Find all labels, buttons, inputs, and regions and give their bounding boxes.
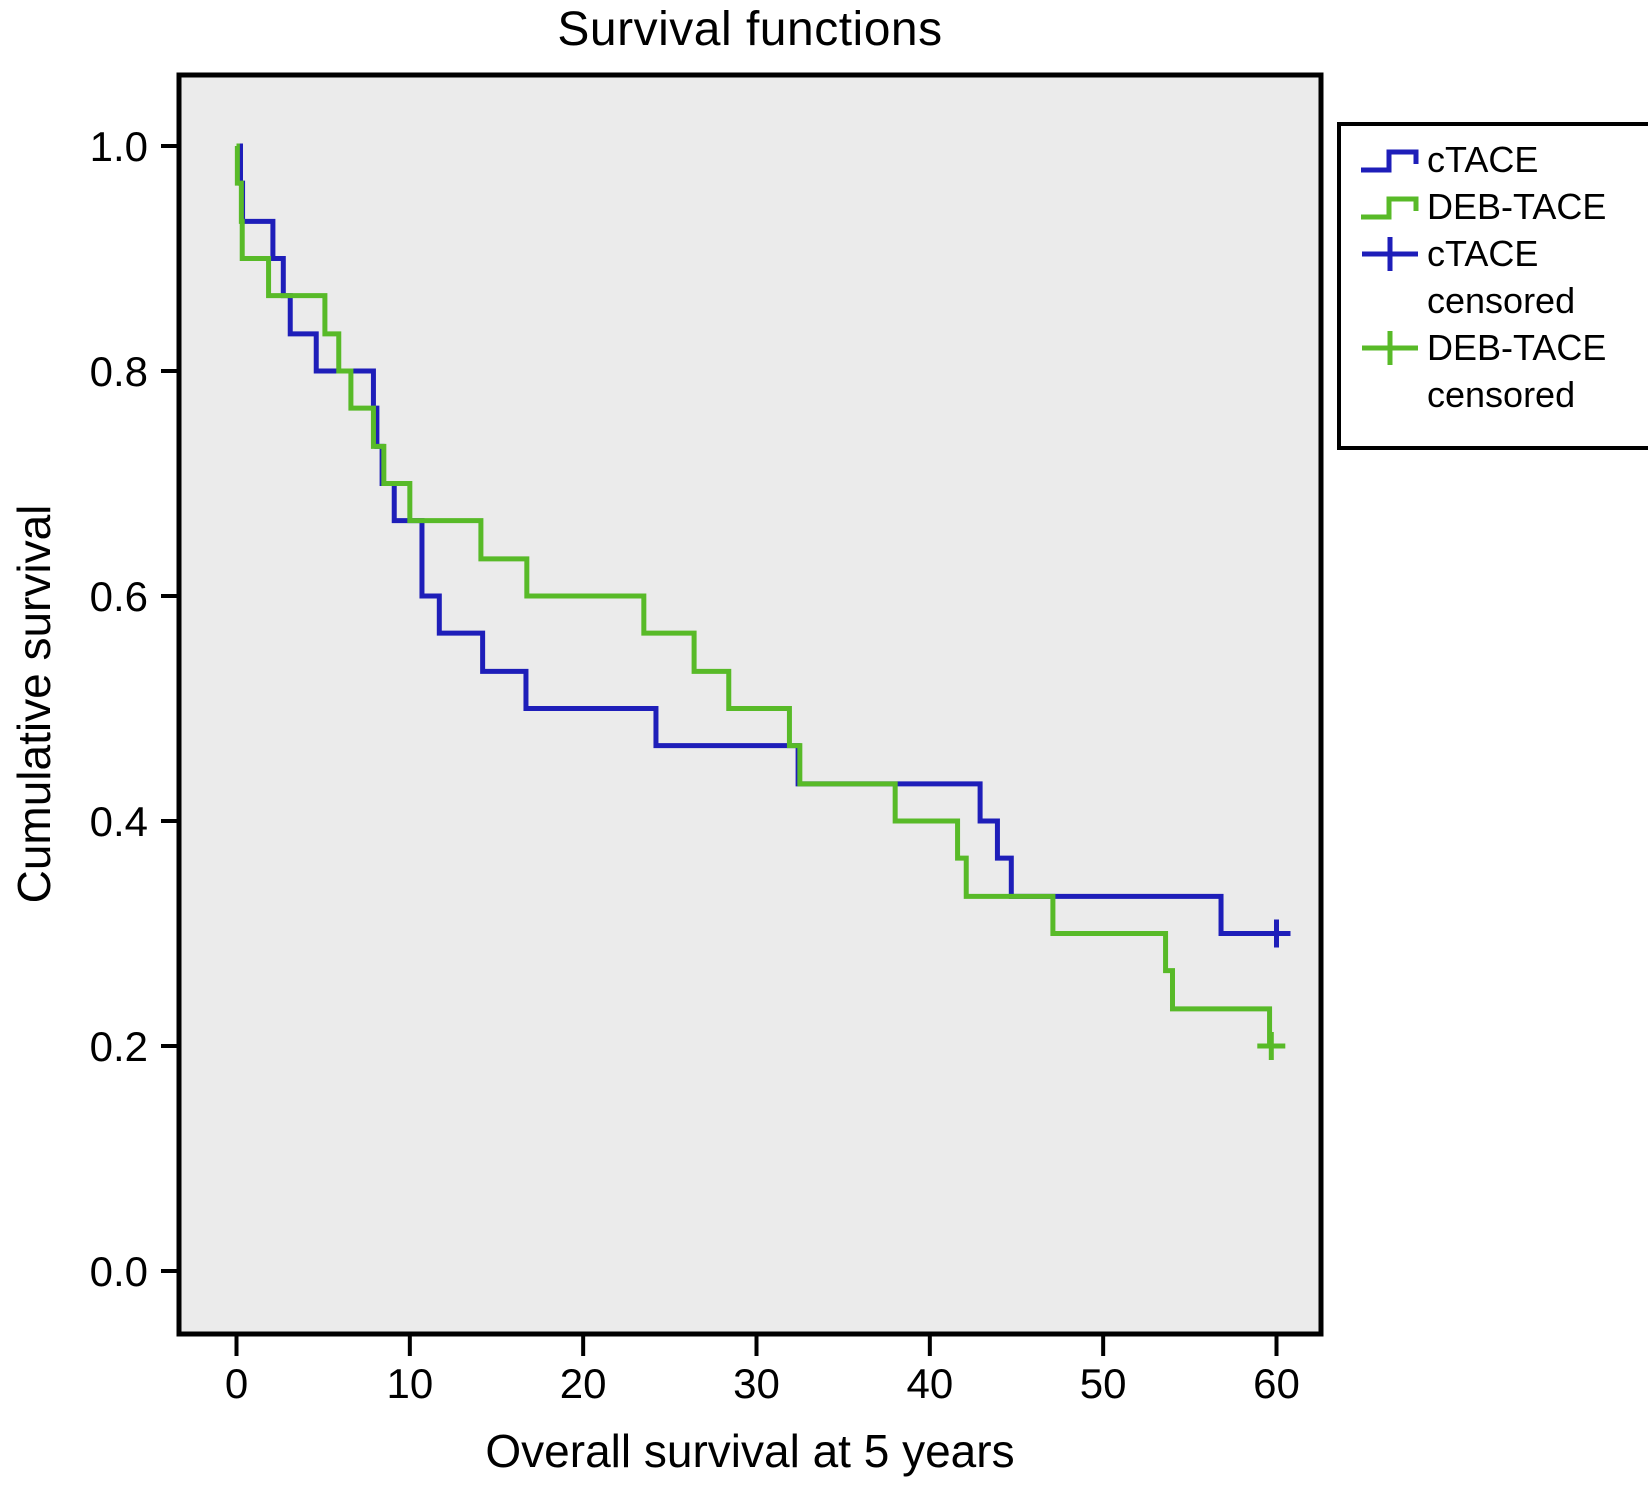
plot-area xyxy=(176,72,1324,1337)
legend-spacer xyxy=(1353,277,1427,324)
legend-sublabel: censored xyxy=(1427,280,1576,321)
legend-sublabel-row: censored xyxy=(1353,371,1648,418)
x-axis-title: Overall survival at 5 years xyxy=(485,1425,1015,1477)
y-tick-label-0.6: 0.6 xyxy=(90,573,148,620)
legend-label: cTACE xyxy=(1427,139,1539,180)
x-tick-label-0: 0 xyxy=(225,1360,248,1407)
legend-sublabel: censored xyxy=(1427,374,1576,415)
legend-item-deb-tace-censored: DEB-TACE xyxy=(1353,324,1648,371)
x-tick-label-10: 10 xyxy=(386,1360,433,1407)
step-line-icon xyxy=(1353,183,1427,230)
x-tick-label-40: 40 xyxy=(906,1360,953,1407)
chart-title: Survival functions xyxy=(557,3,943,56)
legend-label: cTACE xyxy=(1427,233,1539,274)
y-tick-label-0.4: 0.4 xyxy=(90,798,148,845)
legend-spacer xyxy=(1353,371,1427,418)
y-tick-label-1.0: 1.0 xyxy=(90,123,148,170)
legend: cTACE DEB-TACE cTACE censored DEB-TACE censor… xyxy=(1337,122,1648,450)
y-tick-label-0.2: 0.2 xyxy=(90,1023,148,1070)
x-tick-label-30: 30 xyxy=(733,1360,780,1407)
ctace-censored-mark xyxy=(1262,919,1291,948)
y-tick-label-0.0: 0.0 xyxy=(90,1248,148,1295)
x-tick-label-60: 60 xyxy=(1253,1360,1300,1407)
legend-sublabel-row: censored xyxy=(1353,277,1648,324)
y-tick-label-0.8: 0.8 xyxy=(90,348,148,395)
x-tick-label-20: 20 xyxy=(560,1360,607,1407)
legend-item-ctace-censored: cTACE xyxy=(1353,230,1648,277)
legend-item-deb-tace: DEB-TACE xyxy=(1353,183,1648,230)
plus-censored-icon xyxy=(1353,324,1427,371)
x-tick-label-50: 50 xyxy=(1080,1360,1127,1407)
legend-label: DEB-TACE xyxy=(1427,186,1607,227)
deb-tace-survival-curve xyxy=(234,143,1280,1049)
step-line-icon xyxy=(1353,136,1427,183)
legend-label: DEB-TACE xyxy=(1427,327,1607,368)
deb-tace-censored-mark xyxy=(1257,1032,1286,1060)
legend-item-ctace: cTACE xyxy=(1353,136,1648,183)
plus-censored-icon xyxy=(1353,230,1427,277)
